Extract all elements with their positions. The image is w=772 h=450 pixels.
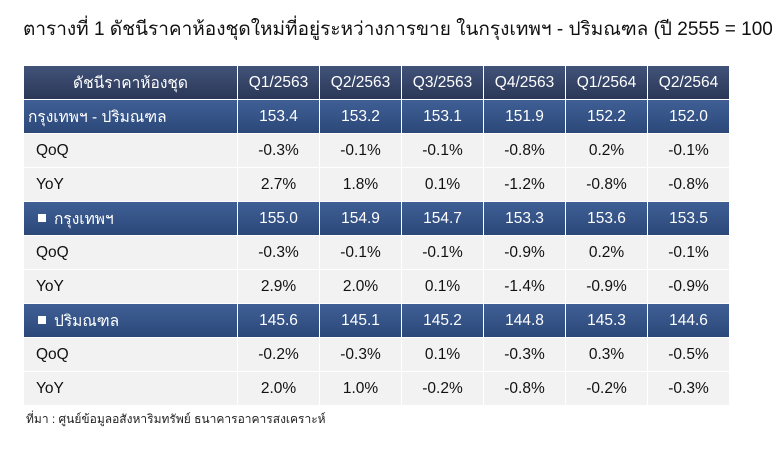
change-value-cell: -0.8% [484,133,566,167]
change-value-cell: 0.2% [566,133,648,167]
row-label: ปริมณฑล [54,313,120,330]
row-label-cell: YoY [24,167,238,201]
row-label-cell: YoY [24,269,238,303]
change-value-cell: 1.0% [320,371,402,405]
change-value-cell: -0.9% [484,235,566,269]
row-label: QoQ [36,141,69,159]
index-row: ปริมณฑล 145.6 145.1 145.2 144.8 145.3 144.6 [24,303,729,337]
change-value-cell: -0.3% [238,133,320,167]
row-label-cell: กรุงเทพฯ - ปริมณฑล [24,99,238,133]
index-value-cell: 145.3 [566,303,648,337]
index-value-cell: 153.6 [566,201,648,235]
row-label: กรุงเทพฯ - ปริมณฑล [28,109,167,126]
index-value-cell: 144.8 [484,303,566,337]
index-value-cell: 153.5 [648,201,729,235]
index-value-cell: 155.0 [238,201,320,235]
change-value-cell: -0.9% [648,269,729,303]
change-row: QoQ -0.3% -0.1% -0.1% -0.8% 0.2% -0.1% [24,133,729,167]
change-value-cell: -0.3% [648,371,729,405]
index-value-cell: 153.2 [320,99,402,133]
row-label-cell: QoQ [24,337,238,371]
row-label-cell: QoQ [24,235,238,269]
change-value-cell: -0.2% [566,371,648,405]
change-value-cell: 2.7% [238,167,320,201]
row-label-cell: กรุงเทพฯ [24,201,238,235]
index-value-cell: 145.1 [320,303,402,337]
index-value-cell: 154.9 [320,201,402,235]
square-bullet-icon [38,214,46,222]
change-value-cell: -0.1% [648,133,729,167]
row-label: YoY [36,379,64,397]
change-value-cell: -0.1% [402,235,484,269]
row-label: YoY [36,277,64,295]
source-note: ที่มา : ศูนย์ข้อมูลอสังหาริมทรัพย์ ธนาคา… [26,412,326,426]
change-value-cell: -0.2% [238,337,320,371]
index-value-cell: 152.2 [566,99,648,133]
change-row: YoY 2.0% 1.0% -0.2% -0.8% -0.2% -0.3% [24,371,729,405]
change-row: QoQ -0.2% -0.3% 0.1% -0.3% 0.3% -0.5% [24,337,729,371]
change-value-cell: 2.9% [238,269,320,303]
change-value-cell: 0.1% [402,269,484,303]
index-value-cell: 144.6 [648,303,729,337]
index-row: กรุงเทพฯ 155.0 154.9 154.7 153.3 153.6 153.5 [24,201,729,235]
change-value-cell: -0.8% [484,371,566,405]
header-quarter-cell: Q4/2563 [484,66,566,99]
header-quarter-cell: Q3/2563 [402,66,484,99]
table-title: ตารางที่ 1 ดัชนีราคาห้องชุดใหม่ที่อยู่ระ… [23,19,772,40]
index-value-cell: 151.9 [484,99,566,133]
row-label: QoQ [36,345,69,363]
change-value-cell: -0.1% [402,133,484,167]
index-value-cell: 145.6 [238,303,320,337]
index-value-cell: 145.2 [402,303,484,337]
row-label: YoY [36,175,64,193]
header-quarter-cell: Q2/2564 [648,66,729,99]
index-value-cell: 153.3 [484,201,566,235]
change-value-cell: 0.2% [566,235,648,269]
change-value-cell: -0.9% [566,269,648,303]
change-value-cell: -1.4% [484,269,566,303]
index-value-cell: 153.4 [238,99,320,133]
change-value-cell: 0.1% [402,337,484,371]
change-value-cell: 2.0% [238,371,320,405]
header-row: ดัชนีราคาห้องชุด Q1/2563 Q2/2563 Q3/2563 Q4/… [24,66,729,99]
change-value-cell: 1.8% [320,167,402,201]
header-label-cell: ดัชนีราคาห้องชุด [24,66,238,99]
change-row: YoY 2.7% 1.8% 0.1% -1.2% -0.8% -0.8% [24,167,729,201]
change-value-cell: -0.1% [648,235,729,269]
change-value-cell: -0.8% [648,167,729,201]
row-label-cell: ปริมณฑล [24,303,238,337]
change-row: QoQ -0.3% -0.1% -0.1% -0.9% 0.2% -0.1% [24,235,729,269]
header-quarter-cell: Q1/2563 [238,66,320,99]
change-value-cell: -0.5% [648,337,729,371]
change-value-cell: -0.3% [238,235,320,269]
row-label-cell: QoQ [24,133,238,167]
change-row: YoY 2.9% 2.0% 0.1% -1.4% -0.9% -0.9% [24,269,729,303]
table-header: ดัชนีราคาห้องชุด Q1/2563 Q2/2563 Q3/2563 Q4/… [24,66,729,99]
change-value-cell: -0.1% [320,133,402,167]
change-value-cell: -0.3% [484,337,566,371]
square-bullet-icon [38,316,46,324]
change-value-cell: 0.3% [566,337,648,371]
price-index-table: ดัชนีราคาห้องชุด Q1/2563 Q2/2563 Q3/2563 Q4/… [24,66,729,405]
row-label: QoQ [36,243,69,261]
change-value-cell: 2.0% [320,269,402,303]
change-value-cell: -0.8% [566,167,648,201]
change-value-cell: -0.2% [402,371,484,405]
table-body: กรุงเทพฯ - ปริมณฑล 153.4 153.2 153.1 151.9 15… [24,99,729,405]
index-value-cell: 153.1 [402,99,484,133]
index-row: กรุงเทพฯ - ปริมณฑล 153.4 153.2 153.1 151.9 15… [24,99,729,133]
change-value-cell: -0.1% [320,235,402,269]
index-value-cell: 154.7 [402,201,484,235]
change-value-cell: -0.3% [320,337,402,371]
change-value-cell: 0.1% [402,167,484,201]
change-value-cell: -1.2% [484,167,566,201]
header-quarter-cell: Q1/2564 [566,66,648,99]
row-label: กรุงเทพฯ [54,211,114,228]
row-label-cell: YoY [24,371,238,405]
index-value-cell: 152.0 [648,99,729,133]
header-quarter-cell: Q2/2563 [320,66,402,99]
